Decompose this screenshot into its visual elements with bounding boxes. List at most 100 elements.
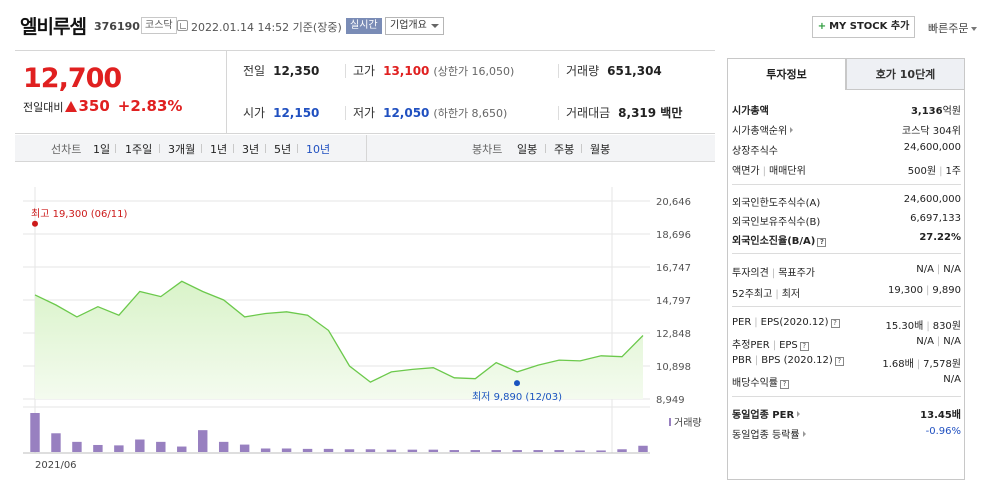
quote-high: 고가 13,100 (상한가 16,050) bbox=[353, 62, 514, 79]
info-label-text: 매매단위 bbox=[768, 166, 806, 177]
divider: | bbox=[772, 340, 777, 351]
info-est-per: 추정PER | EPS? N/A | N/A bbox=[732, 334, 961, 352]
volume-bar bbox=[365, 449, 376, 452]
info-opinion: 투자의견 | 목표주가 N/A | N/A bbox=[732, 262, 961, 280]
price-summary: 12,700 전일대비 350 +2.83% 전일 12,350 고가 13,100 (상… bbox=[15, 50, 715, 134]
info-label: 시가총액 bbox=[732, 106, 769, 117]
info-label: 상장주식수 bbox=[732, 146, 778, 157]
range-1y[interactable]: 1년 bbox=[210, 143, 228, 156]
tab-investment-info[interactable]: 투자정보 bbox=[727, 58, 846, 90]
info-label-text: 목표주가 bbox=[778, 268, 815, 279]
realtime-badge[interactable]: 실시간 bbox=[346, 18, 382, 34]
price-area bbox=[35, 281, 643, 399]
tab-order-book[interactable]: 호가 10단계 bbox=[846, 58, 965, 90]
info-value-text: 1주 bbox=[945, 166, 961, 177]
price-chart-svg: 최고 19,300 (06/11) 최저 9,890 (12/03) 20,646… bbox=[23, 187, 702, 471]
price-chart[interactable]: 최고 19,300 (06/11) 최저 9,890 (12/03) 20,646… bbox=[15, 163, 715, 480]
info-value: N/A bbox=[943, 374, 961, 385]
range-5y[interactable]: 5년 bbox=[274, 143, 292, 156]
info-value-text: 19,300 bbox=[887, 285, 923, 296]
divider bbox=[366, 135, 367, 162]
quote-amount: 거래대금 8,319 백만 bbox=[566, 104, 682, 121]
line-chart-label: 선차트 bbox=[51, 143, 82, 156]
add-my-stock-button[interactable]: + MY STOCK 추가 bbox=[812, 16, 915, 38]
info-value-text: N/A bbox=[943, 264, 961, 275]
stock-header: 엘비루셈 376190 코스닥 2022.01.14 14:52 기준(장중) … bbox=[0, 0, 999, 50]
divider bbox=[226, 51, 227, 134]
info-label: PBR | BPS (2020.12)? bbox=[732, 355, 844, 366]
info-label: 추정PER | EPS? bbox=[732, 336, 809, 351]
help-icon[interactable]: ? bbox=[834, 357, 844, 366]
info-label-text: PBR bbox=[732, 355, 752, 366]
info-foreign-ratio: 외국인소진율(B/A)? 27.22% bbox=[732, 230, 961, 248]
info-value: 19,300 | 9,890 bbox=[888, 285, 961, 296]
info-label-text: 투자의견 bbox=[732, 268, 769, 279]
change-label: 전일대비 bbox=[23, 101, 64, 114]
divider bbox=[345, 64, 346, 78]
chevron-right-icon bbox=[797, 411, 801, 417]
info-market-cap: 시가총액 3,136억원 bbox=[732, 100, 961, 118]
info-value-text: 9,890 bbox=[932, 285, 961, 296]
low-marker bbox=[514, 380, 520, 387]
volume-bar bbox=[533, 450, 543, 452]
divider: | bbox=[939, 166, 943, 177]
range-1d[interactable]: 1일 bbox=[93, 143, 111, 156]
quote-value: 12,350 bbox=[273, 64, 320, 78]
info-value: 3,136억원 bbox=[911, 102, 961, 117]
info-value: -0.96% bbox=[925, 426, 961, 437]
divider bbox=[297, 144, 298, 153]
candle-daily[interactable]: 일봉 bbox=[517, 143, 538, 156]
quick-order-button[interactable]: 빠른주문 bbox=[928, 20, 978, 36]
info-label: 52주최고 | 최저 bbox=[732, 285, 800, 300]
volume-bar bbox=[72, 441, 82, 452]
info-value: 24,600,000 bbox=[903, 194, 961, 205]
volume-bar bbox=[512, 450, 522, 452]
help-icon[interactable]: ? bbox=[799, 342, 809, 351]
divider: | bbox=[936, 264, 941, 275]
info-label-text: EPS(2020.12) bbox=[760, 317, 829, 328]
divider bbox=[233, 144, 234, 153]
current-price: 12,700 bbox=[23, 63, 122, 94]
candle-weekly[interactable]: 주봉 bbox=[554, 143, 575, 156]
range-1w[interactable]: 1주일 bbox=[125, 143, 153, 156]
divider: | bbox=[925, 285, 930, 296]
info-sector-rate[interactable]: 동일업종 등락률 -0.96% bbox=[732, 424, 961, 442]
x-tick-label: 2021/06 bbox=[35, 460, 77, 471]
info-market-cap-rank[interactable]: 시가총액순위 코스닥 304위 bbox=[732, 120, 961, 138]
volume-legend: 거래량 bbox=[674, 417, 702, 429]
lower-limit: (하한가 8,650) bbox=[433, 107, 508, 120]
info-label-text: 시가총액순위 bbox=[732, 126, 788, 137]
info-label: 시가총액순위 bbox=[732, 122, 794, 137]
info-sector-per[interactable]: 동일업종 PER 13.45배 bbox=[732, 404, 961, 422]
info-label-text: 추정PER bbox=[732, 340, 770, 351]
range-3y[interactable]: 3년 bbox=[242, 143, 260, 156]
timestamp: 2022.01.14 14:52 기준(장중) bbox=[191, 21, 342, 34]
range-10y[interactable]: 10년 bbox=[306, 143, 331, 156]
info-value: N/A | N/A bbox=[916, 336, 961, 347]
info-foreign-hold: 외국인보유주식수(B) 6,697,133 bbox=[732, 211, 961, 229]
divider: | bbox=[775, 289, 779, 300]
chart-range-bar: 선차트 1일 1주일 3개월 1년 3년 5년 10년 봉차트 일봉 주봉 월봉 bbox=[15, 135, 715, 162]
info-value: N/A | N/A bbox=[916, 264, 961, 275]
info-value: 500원 | 1주 bbox=[908, 162, 961, 177]
info-tabs: 투자정보 호가 10단계 bbox=[727, 58, 965, 90]
up-arrow-icon bbox=[65, 101, 78, 112]
quote-value: 12,150 bbox=[273, 106, 320, 120]
help-icon[interactable]: ? bbox=[817, 238, 827, 247]
divider bbox=[201, 144, 202, 153]
chevron-down-icon bbox=[971, 27, 978, 31]
volume-bar bbox=[51, 433, 61, 452]
candle-monthly[interactable]: 월봉 bbox=[590, 143, 611, 156]
low-annotation: 최저 9,890 (12/03) bbox=[472, 391, 562, 403]
info-value-text: 500원 bbox=[907, 166, 937, 177]
company-overview-select[interactable]: 기업개요 bbox=[385, 17, 444, 35]
volume-bar bbox=[177, 446, 187, 452]
chevron-right-icon bbox=[802, 431, 806, 437]
help-icon[interactable]: ? bbox=[830, 319, 840, 328]
range-3m[interactable]: 3개월 bbox=[168, 143, 196, 156]
quick-order-label: 빠른주문 bbox=[928, 22, 969, 35]
volume-bar bbox=[491, 450, 501, 452]
divider: | bbox=[771, 268, 776, 279]
help-icon[interactable]: ? bbox=[780, 380, 789, 389]
info-dividend: 배당수익률? N/A bbox=[732, 372, 961, 390]
